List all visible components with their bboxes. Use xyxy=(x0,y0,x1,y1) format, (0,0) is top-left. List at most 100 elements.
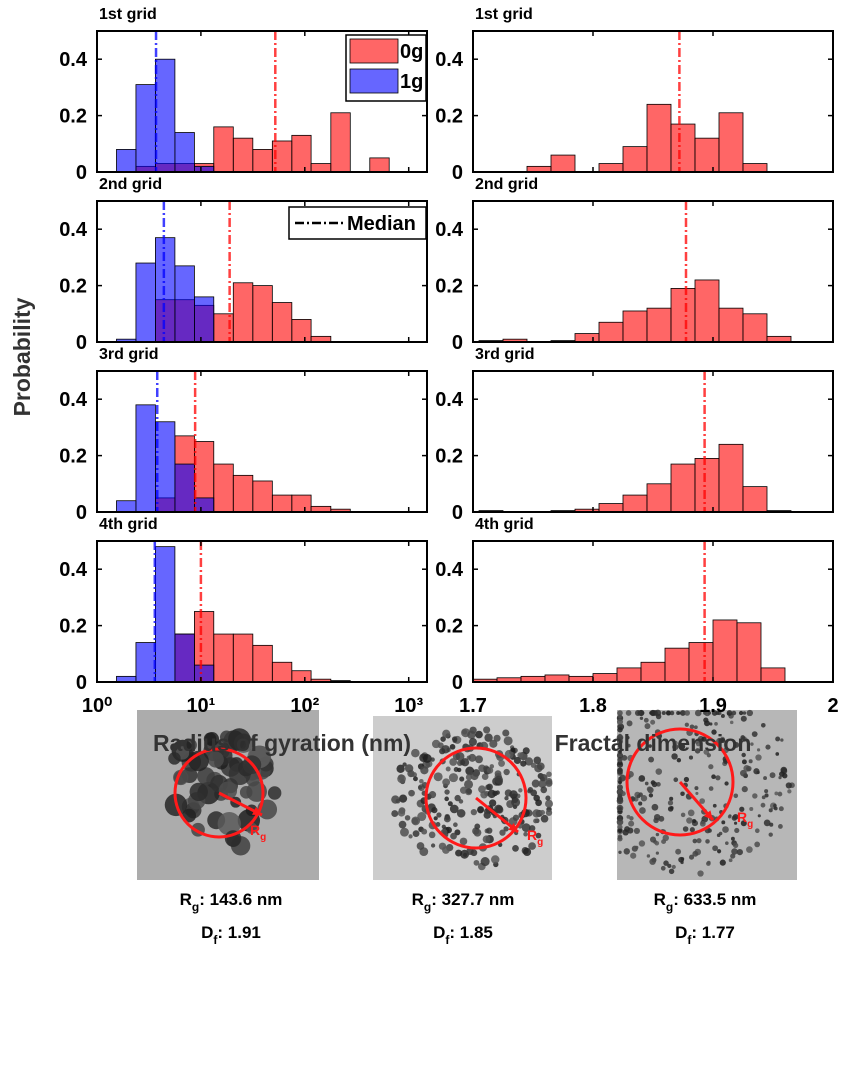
particle xyxy=(708,786,714,791)
caption-value: : 143.6 nm xyxy=(199,890,282,909)
histogram-bar xyxy=(544,674,570,683)
particle xyxy=(678,743,686,750)
particle xyxy=(617,757,623,763)
particle xyxy=(640,795,648,802)
histogram-bar xyxy=(291,670,312,683)
histogram-bar xyxy=(271,661,293,683)
particle xyxy=(684,722,689,727)
particle xyxy=(635,845,639,850)
particle xyxy=(449,744,456,750)
particle xyxy=(773,803,777,808)
particle xyxy=(732,842,739,849)
x-tick-label: 10¹ xyxy=(186,695,215,717)
x-axis-label: Radius of gyration (nm) xyxy=(153,730,411,756)
inset-label: Rg xyxy=(250,822,266,843)
particle xyxy=(617,743,623,749)
particle xyxy=(706,753,711,758)
particle xyxy=(618,806,622,811)
inset-sub: g xyxy=(260,832,266,843)
histogram-bar xyxy=(135,84,156,173)
histogram-bar xyxy=(291,494,312,513)
particle xyxy=(731,710,737,716)
particle xyxy=(678,856,685,863)
particle xyxy=(680,791,685,797)
particle xyxy=(474,823,481,830)
particle xyxy=(761,795,766,800)
particle xyxy=(787,789,792,794)
histogram-bar xyxy=(174,132,195,173)
particle xyxy=(512,844,519,852)
particle xyxy=(503,768,510,776)
histogram-bar xyxy=(736,622,762,683)
particle xyxy=(203,732,217,746)
particle xyxy=(217,812,241,836)
particle xyxy=(451,736,458,742)
particle xyxy=(521,823,531,833)
particle xyxy=(740,769,747,777)
particle xyxy=(404,764,414,773)
y-tick-label: 0.2 xyxy=(435,276,463,298)
particle xyxy=(489,739,498,748)
particle xyxy=(764,789,769,794)
particle xyxy=(468,737,477,746)
particle xyxy=(750,742,754,746)
particle xyxy=(655,768,663,775)
particle xyxy=(727,815,732,819)
particle xyxy=(768,808,773,813)
inset-main: R xyxy=(737,809,747,825)
particle xyxy=(694,748,701,754)
particle xyxy=(754,841,761,848)
particle xyxy=(741,752,746,758)
x-tick-label: 10³ xyxy=(394,695,423,717)
particle xyxy=(692,850,699,857)
particle xyxy=(689,827,695,833)
panel-title: 1st grid xyxy=(475,6,533,23)
particle xyxy=(459,776,465,782)
particle xyxy=(428,831,436,839)
particle xyxy=(442,729,451,738)
particle xyxy=(473,859,480,866)
y-tick-label: 0 xyxy=(452,502,463,524)
particle xyxy=(617,727,623,733)
caption-value: : 1.85 xyxy=(449,923,492,942)
particle xyxy=(523,847,532,857)
y-tick-label: 0 xyxy=(76,162,87,184)
particle xyxy=(785,782,792,789)
particle xyxy=(755,754,762,761)
histogram-bar xyxy=(194,296,215,343)
particle xyxy=(540,774,548,782)
particle xyxy=(686,817,693,824)
particle xyxy=(182,808,197,823)
particle xyxy=(751,731,758,737)
particle xyxy=(672,743,679,751)
x-tick-label: 10² xyxy=(290,695,319,717)
y-tick-label: 0.4 xyxy=(435,559,464,581)
particle xyxy=(644,723,651,730)
particle xyxy=(510,747,516,753)
particle xyxy=(668,868,675,875)
rg-arrowhead xyxy=(508,822,518,832)
image-caption: Rg: 327.7 nm xyxy=(412,890,515,914)
panel-title: 1st grid xyxy=(99,6,157,23)
legend-label: 0g xyxy=(400,41,423,63)
histogram-bar xyxy=(646,103,672,173)
particle xyxy=(662,834,670,842)
particle xyxy=(620,774,625,779)
particle xyxy=(651,803,659,811)
particle xyxy=(453,822,458,828)
caption-symbol: R xyxy=(412,890,424,909)
y-tick-label: 0.2 xyxy=(59,446,87,468)
plot-frame xyxy=(472,200,834,343)
particle xyxy=(396,764,405,773)
histogram-bar xyxy=(155,546,176,683)
histogram-bar xyxy=(646,307,672,343)
particle xyxy=(746,846,753,853)
particle xyxy=(546,771,552,778)
particle xyxy=(418,785,423,790)
particle xyxy=(618,761,622,766)
particle xyxy=(456,809,466,818)
particle xyxy=(420,766,429,775)
histogram-bar xyxy=(622,310,648,343)
y-axis-label: Probability xyxy=(9,297,35,416)
